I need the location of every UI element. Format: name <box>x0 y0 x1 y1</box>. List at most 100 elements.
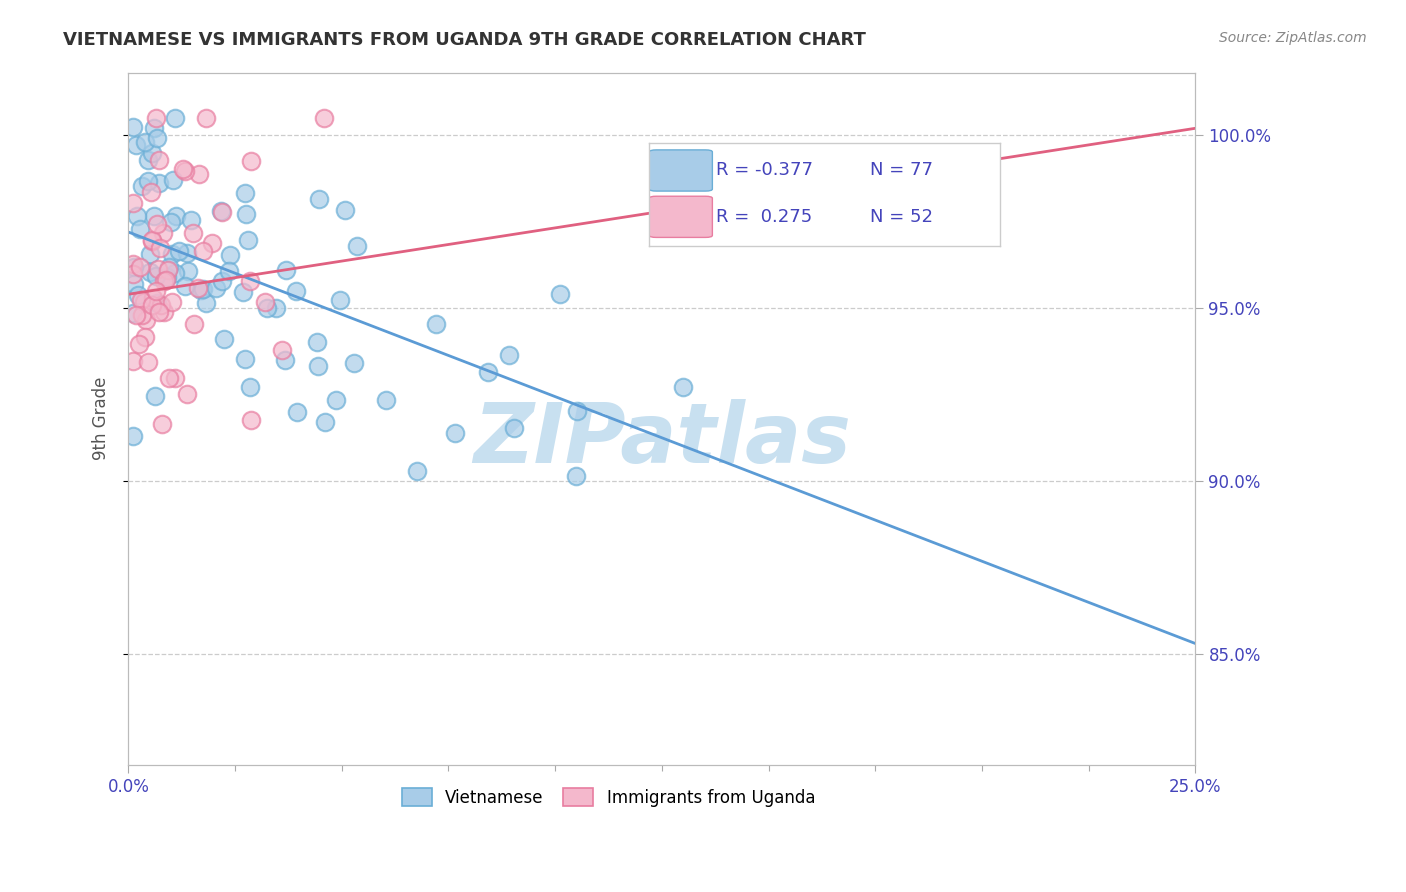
Point <box>314 415 336 429</box>
Point <box>238 380 260 394</box>
Point <box>177 264 200 278</box>
Point <box>139 265 162 279</box>
Point <box>121 257 143 271</box>
Point <box>145 284 167 298</box>
Point <box>139 185 162 199</box>
Point <box>274 263 297 277</box>
Point <box>498 348 520 362</box>
Point <box>232 285 254 300</box>
Point <box>148 305 170 319</box>
Point <box>139 247 162 261</box>
Point <box>135 312 157 326</box>
Text: N = 52: N = 52 <box>870 208 934 226</box>
Text: N = 77: N = 77 <box>870 161 934 179</box>
Point <box>564 469 586 483</box>
Point <box>405 464 427 478</box>
Point <box>148 153 170 168</box>
Point <box>239 274 262 288</box>
Point <box>236 233 259 247</box>
Point <box>160 295 183 310</box>
Point <box>308 192 330 206</box>
Point <box>121 268 143 282</box>
Point <box>205 281 228 295</box>
Point <box>153 274 176 288</box>
Point <box>240 154 263 169</box>
Text: R =  0.275: R = 0.275 <box>716 208 813 226</box>
Point <box>274 352 297 367</box>
Point <box>477 365 499 379</box>
Point <box>121 195 143 210</box>
Point <box>157 370 180 384</box>
Point <box>141 298 163 312</box>
Point <box>325 392 347 407</box>
Point <box>254 295 277 310</box>
Point <box>307 359 329 373</box>
Point <box>128 337 150 351</box>
Point <box>155 273 177 287</box>
Point <box>235 207 257 221</box>
Point <box>134 329 156 343</box>
Point <box>146 262 169 277</box>
Point <box>136 354 159 368</box>
Point <box>187 281 209 295</box>
Point <box>264 301 287 316</box>
Point <box>165 209 187 223</box>
Point <box>145 268 167 283</box>
Point <box>131 308 153 322</box>
Text: R = -0.377: R = -0.377 <box>716 161 813 179</box>
Point <box>346 239 368 253</box>
Point <box>136 174 159 188</box>
Point <box>443 426 465 441</box>
Point <box>143 121 166 136</box>
Point <box>145 111 167 125</box>
FancyBboxPatch shape <box>650 196 713 237</box>
Point <box>127 288 149 302</box>
Point <box>211 204 233 219</box>
Point <box>163 267 186 281</box>
Point <box>156 263 179 277</box>
Point <box>218 264 240 278</box>
Point <box>146 217 169 231</box>
Point <box>124 260 146 274</box>
Point <box>209 204 232 219</box>
Point <box>565 404 588 418</box>
Point <box>131 178 153 193</box>
Point <box>121 428 143 442</box>
Point <box>121 120 143 134</box>
Point <box>165 370 187 384</box>
Point <box>159 215 181 229</box>
Point <box>183 226 205 240</box>
Point <box>312 112 335 126</box>
Point <box>149 241 172 255</box>
Point <box>190 283 212 297</box>
Point <box>176 246 198 260</box>
Point <box>148 176 170 190</box>
Point <box>256 301 278 315</box>
Point <box>121 305 143 319</box>
Text: ZIPatlas: ZIPatlas <box>472 399 851 480</box>
Point <box>136 153 159 168</box>
Point <box>193 244 215 258</box>
Point <box>141 233 163 247</box>
Point <box>502 421 524 435</box>
Point <box>150 417 173 432</box>
Point <box>152 226 174 240</box>
Point <box>125 138 148 153</box>
Point <box>173 278 195 293</box>
Point <box>134 294 156 309</box>
Point <box>143 210 166 224</box>
Point <box>201 236 224 251</box>
Point <box>211 274 233 288</box>
Point <box>195 295 218 310</box>
Point <box>183 317 205 331</box>
FancyBboxPatch shape <box>650 150 713 191</box>
Point <box>172 162 194 177</box>
Point <box>176 387 198 401</box>
Point <box>153 305 176 319</box>
Point <box>329 293 352 308</box>
Y-axis label: 9th Grade: 9th Grade <box>93 377 110 460</box>
Point <box>129 222 152 236</box>
Point <box>156 269 179 284</box>
Point <box>141 146 163 161</box>
Point <box>285 405 308 419</box>
